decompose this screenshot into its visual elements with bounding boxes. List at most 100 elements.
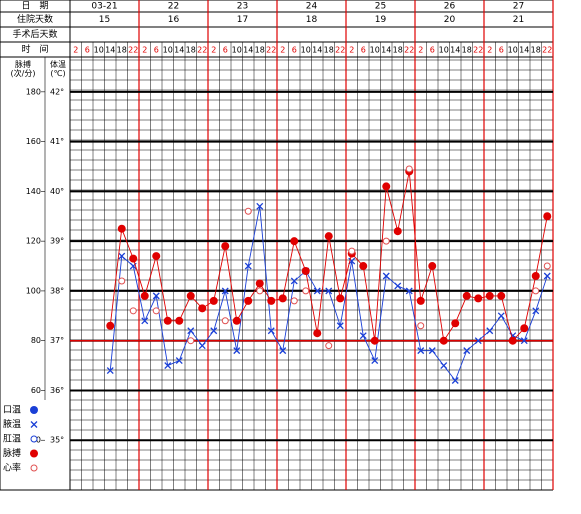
row-label: 住院天数 <box>17 13 53 25</box>
hospital-day: 20 <box>444 15 456 25</box>
point <box>209 296 218 305</box>
point <box>152 252 161 261</box>
time-label: 10 <box>508 46 518 55</box>
time-label: 2 <box>280 46 285 55</box>
point <box>198 304 207 313</box>
y2-tick-label: 80 <box>31 336 41 345</box>
point <box>129 307 137 315</box>
point <box>336 322 344 330</box>
time-label: 22 <box>197 46 207 55</box>
point <box>543 272 551 280</box>
time-label: 14 <box>174 46 184 55</box>
series-line <box>109 171 548 342</box>
time-label: 2 <box>487 46 492 55</box>
time-label: 2 <box>73 46 78 55</box>
time-label: 22 <box>404 46 414 55</box>
legend-label: 腋温 <box>3 418 21 430</box>
time-label: 6 <box>223 46 228 55</box>
time-label: 10 <box>232 46 242 55</box>
date-label: 27 <box>513 2 524 12</box>
point <box>324 232 333 241</box>
point <box>417 322 425 330</box>
time-label: 6 <box>154 46 159 55</box>
point <box>451 319 460 328</box>
time-label: 10 <box>301 46 311 55</box>
point <box>302 287 310 295</box>
point <box>279 347 287 355</box>
point <box>313 329 322 338</box>
hospital-day: 21 <box>513 15 524 25</box>
time-label: 6 <box>430 46 435 55</box>
point <box>256 287 264 295</box>
time-label: 6 <box>499 46 504 55</box>
hospital-day: 18 <box>306 15 318 25</box>
point <box>497 291 506 300</box>
point <box>313 287 321 295</box>
point <box>325 287 333 295</box>
point <box>440 362 448 370</box>
point <box>164 362 172 370</box>
legend-label: 脉搏 <box>3 447 21 459</box>
time-label: 6 <box>292 46 297 55</box>
point <box>244 207 252 215</box>
time-label: 10 <box>439 46 449 55</box>
point <box>290 297 298 305</box>
point <box>106 321 115 330</box>
point <box>371 357 379 365</box>
point <box>187 327 195 335</box>
time-label: 2 <box>211 46 216 55</box>
time-label: 18 <box>255 46 265 55</box>
point <box>359 262 368 271</box>
point <box>187 337 195 345</box>
legend-symbol <box>30 406 38 414</box>
legend-symbol <box>30 435 38 443</box>
point <box>417 347 425 355</box>
time-label: 22 <box>128 46 138 55</box>
point <box>508 336 517 345</box>
point <box>106 367 114 375</box>
time-label: 14 <box>450 46 460 55</box>
y2-tick-label: 60 <box>31 386 41 395</box>
row-label: 日 期 <box>21 1 48 12</box>
point <box>256 202 264 210</box>
time-label: 2 <box>142 46 147 55</box>
point <box>462 291 471 300</box>
date-label: 23 <box>237 2 248 12</box>
y2-tick-label: 140 <box>26 187 41 196</box>
legend-label: 口温 <box>3 405 21 416</box>
y2-tick-label: 120 <box>26 237 41 246</box>
point <box>244 262 252 270</box>
point <box>221 287 229 295</box>
point <box>359 332 367 340</box>
point <box>290 277 298 285</box>
row-label: 手术后天数 <box>12 28 57 40</box>
point <box>405 165 413 173</box>
point <box>221 317 229 325</box>
point <box>485 291 494 300</box>
point <box>382 272 390 280</box>
legend-symbol <box>30 464 38 472</box>
point <box>221 242 230 251</box>
y2-tick-label: 100 <box>26 286 41 295</box>
legend-symbol <box>30 449 38 458</box>
point <box>543 212 552 221</box>
time-label: 6 <box>361 46 366 55</box>
time-label: 10 <box>94 46 104 55</box>
y-tick-label: 41° <box>50 137 64 146</box>
y-tick-label: 38° <box>50 286 64 295</box>
time-label: 6 <box>85 46 90 55</box>
point <box>520 337 528 345</box>
hospital-day: 17 <box>237 15 248 25</box>
time-label: 22 <box>542 46 552 55</box>
point <box>394 282 402 290</box>
point <box>198 342 206 350</box>
point <box>210 327 218 335</box>
point <box>348 247 356 255</box>
time-label: 14 <box>312 46 322 55</box>
point <box>117 224 126 233</box>
point <box>141 317 149 325</box>
hospital-day: 15 <box>99 15 110 25</box>
point <box>474 337 482 345</box>
point <box>152 292 160 300</box>
axis-title: 脉搏(次/分) <box>11 59 36 78</box>
